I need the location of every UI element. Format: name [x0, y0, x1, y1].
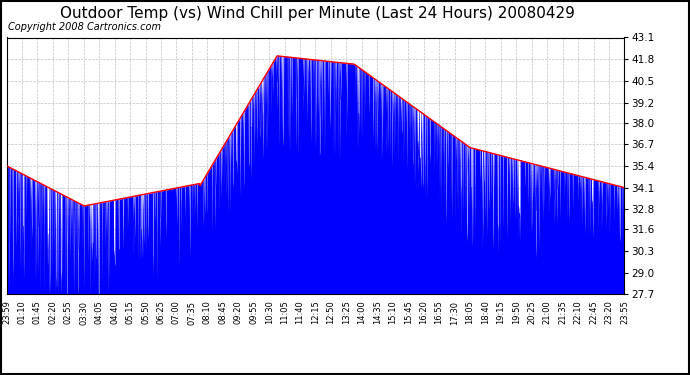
Text: Outdoor Temp (vs) Wind Chill per Minute (Last 24 Hours) 20080429: Outdoor Temp (vs) Wind Chill per Minute …: [60, 6, 575, 21]
Text: Copyright 2008 Cartronics.com: Copyright 2008 Cartronics.com: [8, 22, 161, 33]
